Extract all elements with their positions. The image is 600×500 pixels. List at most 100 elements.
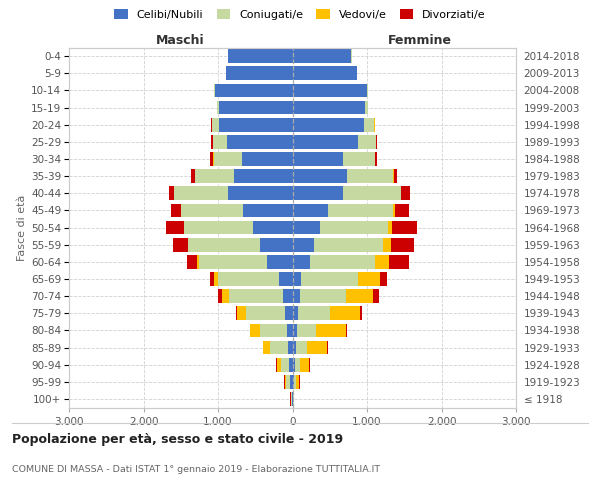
Bar (293, 255, 310, 268)
Bar (291, 392, 292, 406)
Bar (263, 340, 270, 354)
Text: Femmine: Femmine (388, 34, 452, 48)
Bar (199, 255, 267, 268)
Bar (367, 84, 368, 97)
Bar (215, 84, 293, 97)
Bar (285, 375, 286, 388)
Bar (375, 255, 389, 268)
Bar (360, 306, 362, 320)
Bar (293, 204, 328, 217)
Bar (253, 220, 293, 234)
Bar (169, 186, 174, 200)
Bar (320, 220, 388, 234)
Bar (219, 118, 293, 132)
Bar (391, 238, 414, 252)
Bar (287, 340, 293, 354)
Bar (392, 220, 417, 234)
Bar (242, 152, 293, 166)
Text: COMUNE DI MASSA - Dati ISTAT 1° gennaio 2019 - Elaborazione TUTTITALIA.IT: COMUNE DI MASSA - Dati ISTAT 1° gennaio … (12, 466, 380, 474)
Bar (301, 272, 358, 286)
Bar (383, 238, 391, 252)
Bar (401, 186, 410, 200)
Bar (330, 306, 360, 320)
Bar (293, 324, 296, 337)
Bar (293, 135, 358, 148)
Bar (289, 358, 293, 372)
Bar (166, 220, 184, 234)
Bar (184, 220, 253, 234)
Bar (280, 272, 293, 286)
Bar (293, 49, 352, 63)
Bar (293, 66, 356, 80)
Bar (290, 375, 293, 388)
Bar (286, 375, 290, 388)
Bar (364, 118, 374, 132)
Bar (296, 340, 307, 354)
Bar (395, 204, 409, 217)
Bar (293, 272, 301, 286)
Bar (380, 272, 387, 286)
Bar (277, 358, 281, 372)
Bar (260, 324, 287, 337)
Bar (293, 100, 365, 114)
Bar (229, 49, 293, 63)
Bar (246, 306, 286, 320)
Bar (327, 340, 328, 354)
Bar (299, 289, 346, 303)
Bar (250, 324, 260, 337)
Bar (296, 324, 316, 337)
Bar (293, 238, 314, 252)
Bar (293, 375, 294, 388)
Bar (373, 289, 379, 303)
Bar (171, 204, 181, 217)
Y-axis label: Fasce di età: Fasce di età (17, 194, 27, 260)
Bar (281, 358, 289, 372)
Bar (293, 289, 299, 303)
Bar (195, 169, 235, 183)
Bar (388, 220, 392, 234)
Legend: Celibi/Nubili, Coniugati/e, Vedovi/e, Divorziati/e: Celibi/Nubili, Coniugati/e, Vedovi/e, Di… (111, 6, 489, 23)
Bar (393, 204, 395, 217)
Bar (286, 306, 293, 320)
Bar (214, 152, 242, 166)
Bar (283, 289, 293, 303)
Bar (293, 118, 364, 132)
Bar (181, 204, 242, 217)
Bar (293, 220, 320, 234)
Bar (358, 272, 380, 286)
Bar (394, 169, 397, 183)
Bar (296, 375, 299, 388)
Bar (293, 186, 343, 200)
Bar (347, 169, 394, 183)
Bar (365, 100, 368, 114)
Text: Popolazione per età, sesso e stato civile - 2019: Popolazione per età, sesso e stato civil… (12, 432, 343, 446)
Bar (307, 340, 327, 354)
Bar (293, 152, 343, 166)
Bar (328, 204, 393, 217)
Bar (217, 100, 219, 114)
Bar (389, 255, 409, 268)
Bar (218, 289, 222, 303)
Bar (298, 306, 330, 320)
Bar (238, 306, 246, 320)
Bar (191, 169, 194, 183)
Bar (376, 152, 377, 166)
Bar (343, 186, 401, 200)
Bar (227, 186, 293, 200)
Bar (212, 118, 219, 132)
Bar (173, 238, 188, 252)
Bar (210, 152, 214, 166)
Bar (294, 375, 296, 388)
Text: Maschi: Maschi (155, 34, 205, 48)
Bar (174, 186, 227, 200)
Bar (310, 255, 375, 268)
Bar (222, 289, 229, 303)
Bar (316, 324, 346, 337)
Bar (293, 169, 347, 183)
Bar (187, 255, 197, 268)
Bar (197, 255, 199, 268)
Bar (343, 152, 375, 166)
Bar (242, 204, 293, 217)
Bar (235, 169, 293, 183)
Bar (219, 100, 293, 114)
